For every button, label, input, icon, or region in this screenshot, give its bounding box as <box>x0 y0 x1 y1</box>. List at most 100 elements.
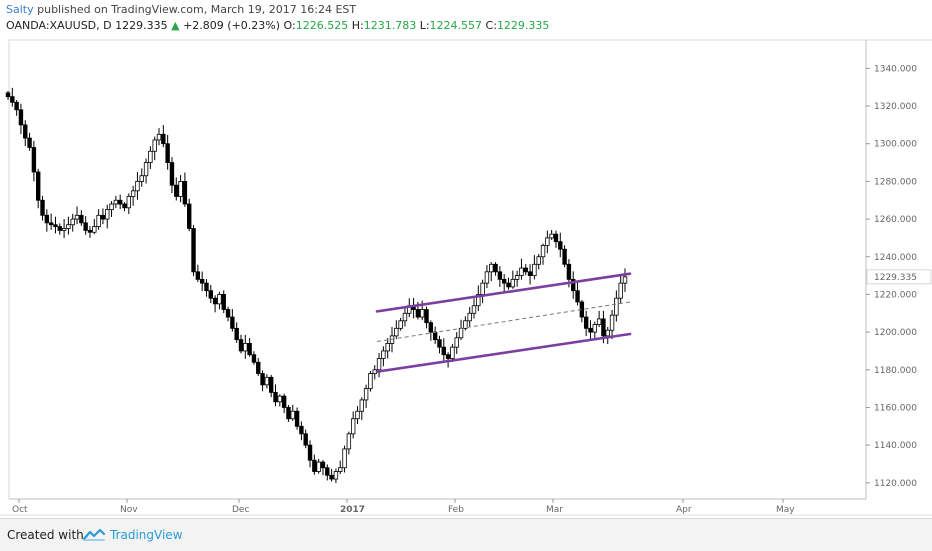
plot-area <box>8 39 867 500</box>
candle-body <box>152 139 157 152</box>
published-text: published on TradingView.com, March 19, … <box>37 3 357 16</box>
created-with-label: Created with <box>7 528 84 542</box>
candle-body <box>540 245 546 258</box>
candle-body <box>342 448 347 469</box>
candle-body <box>165 143 170 163</box>
time-tick-label: 2017 <box>340 505 365 515</box>
candle-body <box>36 171 41 201</box>
candle-body <box>268 376 274 393</box>
candle-body <box>506 282 511 288</box>
candle-body <box>208 290 213 299</box>
candle-body <box>501 278 507 284</box>
candle-body <box>471 305 477 314</box>
candles <box>5 87 628 484</box>
price-channel <box>375 272 632 373</box>
candle-body <box>325 467 330 476</box>
candle-body <box>212 297 218 305</box>
candle-body <box>281 395 287 408</box>
candle-body <box>113 199 119 205</box>
candle-body <box>148 150 153 163</box>
candle-body <box>484 271 490 284</box>
candle-body <box>549 233 554 239</box>
channel-mid-line[interactable] <box>376 301 631 343</box>
candle-body <box>27 137 32 148</box>
footer-bar: Created with TradingView <box>0 518 932 551</box>
candle-body <box>428 322 434 333</box>
candle-body <box>346 433 352 450</box>
candle-body <box>61 228 67 231</box>
candle-body <box>53 224 58 228</box>
candle-body <box>588 327 593 333</box>
candle-body <box>596 318 602 325</box>
candle-body <box>294 410 300 427</box>
low-label: L: <box>419 19 430 32</box>
close-label: C: <box>485 19 497 32</box>
candle-body <box>489 263 494 273</box>
price-tick-label: 1160.000 <box>874 403 917 413</box>
candle-body <box>493 263 498 273</box>
time-tick-label: Oct <box>12 505 28 515</box>
time-tick-label: Dec <box>232 505 249 515</box>
candle-body <box>66 224 71 229</box>
candle-body <box>312 459 317 472</box>
candle-body <box>445 354 451 359</box>
tradingview-logo-icon[interactable] <box>82 527 106 546</box>
candle-body <box>614 297 619 316</box>
candle-body <box>527 271 533 276</box>
candle-body <box>92 226 97 233</box>
high-value: 1231.783 <box>363 19 417 32</box>
candle-body <box>109 203 114 211</box>
candle-body <box>221 294 226 310</box>
candle-body <box>329 474 334 480</box>
candle-body <box>14 101 19 111</box>
candle-body <box>480 282 485 295</box>
candle-body <box>562 248 567 265</box>
candle-body <box>238 339 244 352</box>
candle-body <box>424 309 429 324</box>
chart-header: Salty published on TradingView.com, Marc… <box>6 2 356 18</box>
last-price-label: 1229.335 <box>874 273 917 283</box>
candle-body <box>333 471 339 480</box>
candle-body <box>96 214 101 228</box>
candle-body <box>264 376 270 386</box>
candle-body <box>622 276 628 284</box>
candle-body <box>100 214 106 220</box>
candle-body <box>307 444 313 461</box>
candle-body <box>48 222 54 226</box>
candle-body <box>420 309 425 318</box>
candle-body <box>463 320 468 329</box>
time-tick-label: May <box>776 505 795 515</box>
candle-body <box>10 96 15 103</box>
price-chart[interactable]: 1340.000 1320.000 1300.000 1280.000 1260.000… <box>0 0 932 518</box>
candle-body <box>74 214 80 220</box>
candle-body <box>105 209 110 220</box>
channel-lower-line[interactable] <box>375 332 632 373</box>
candle-body <box>415 309 421 318</box>
price-tick-label: 1320.000 <box>874 102 917 112</box>
candle-body <box>18 109 24 126</box>
candle-body <box>385 343 390 352</box>
author-link[interactable]: Salty <box>6 3 34 16</box>
candle-body <box>601 318 606 337</box>
candle-body <box>571 278 576 292</box>
candle-body <box>273 391 278 403</box>
candle-body <box>230 316 235 329</box>
candle-body <box>519 267 524 276</box>
last-price: 1229.335 <box>115 19 168 32</box>
candle-body <box>320 461 326 469</box>
candle-body <box>432 331 438 341</box>
candle-body <box>169 162 175 186</box>
candle-body <box>592 324 597 333</box>
candle-body <box>161 133 166 145</box>
price-tick-label: 1240.000 <box>874 253 917 263</box>
candle-body <box>363 388 369 401</box>
tradingview-brand-link[interactable]: TradingView <box>110 528 183 542</box>
candle-body <box>83 222 88 231</box>
candle-body <box>609 314 615 331</box>
up-arrow-icon: ▲ <box>171 19 180 32</box>
candle-body <box>277 395 283 403</box>
candle-body <box>243 343 248 352</box>
candle-body <box>575 290 580 303</box>
candle-body <box>476 294 481 307</box>
channel-upper-line[interactable] <box>375 272 632 313</box>
